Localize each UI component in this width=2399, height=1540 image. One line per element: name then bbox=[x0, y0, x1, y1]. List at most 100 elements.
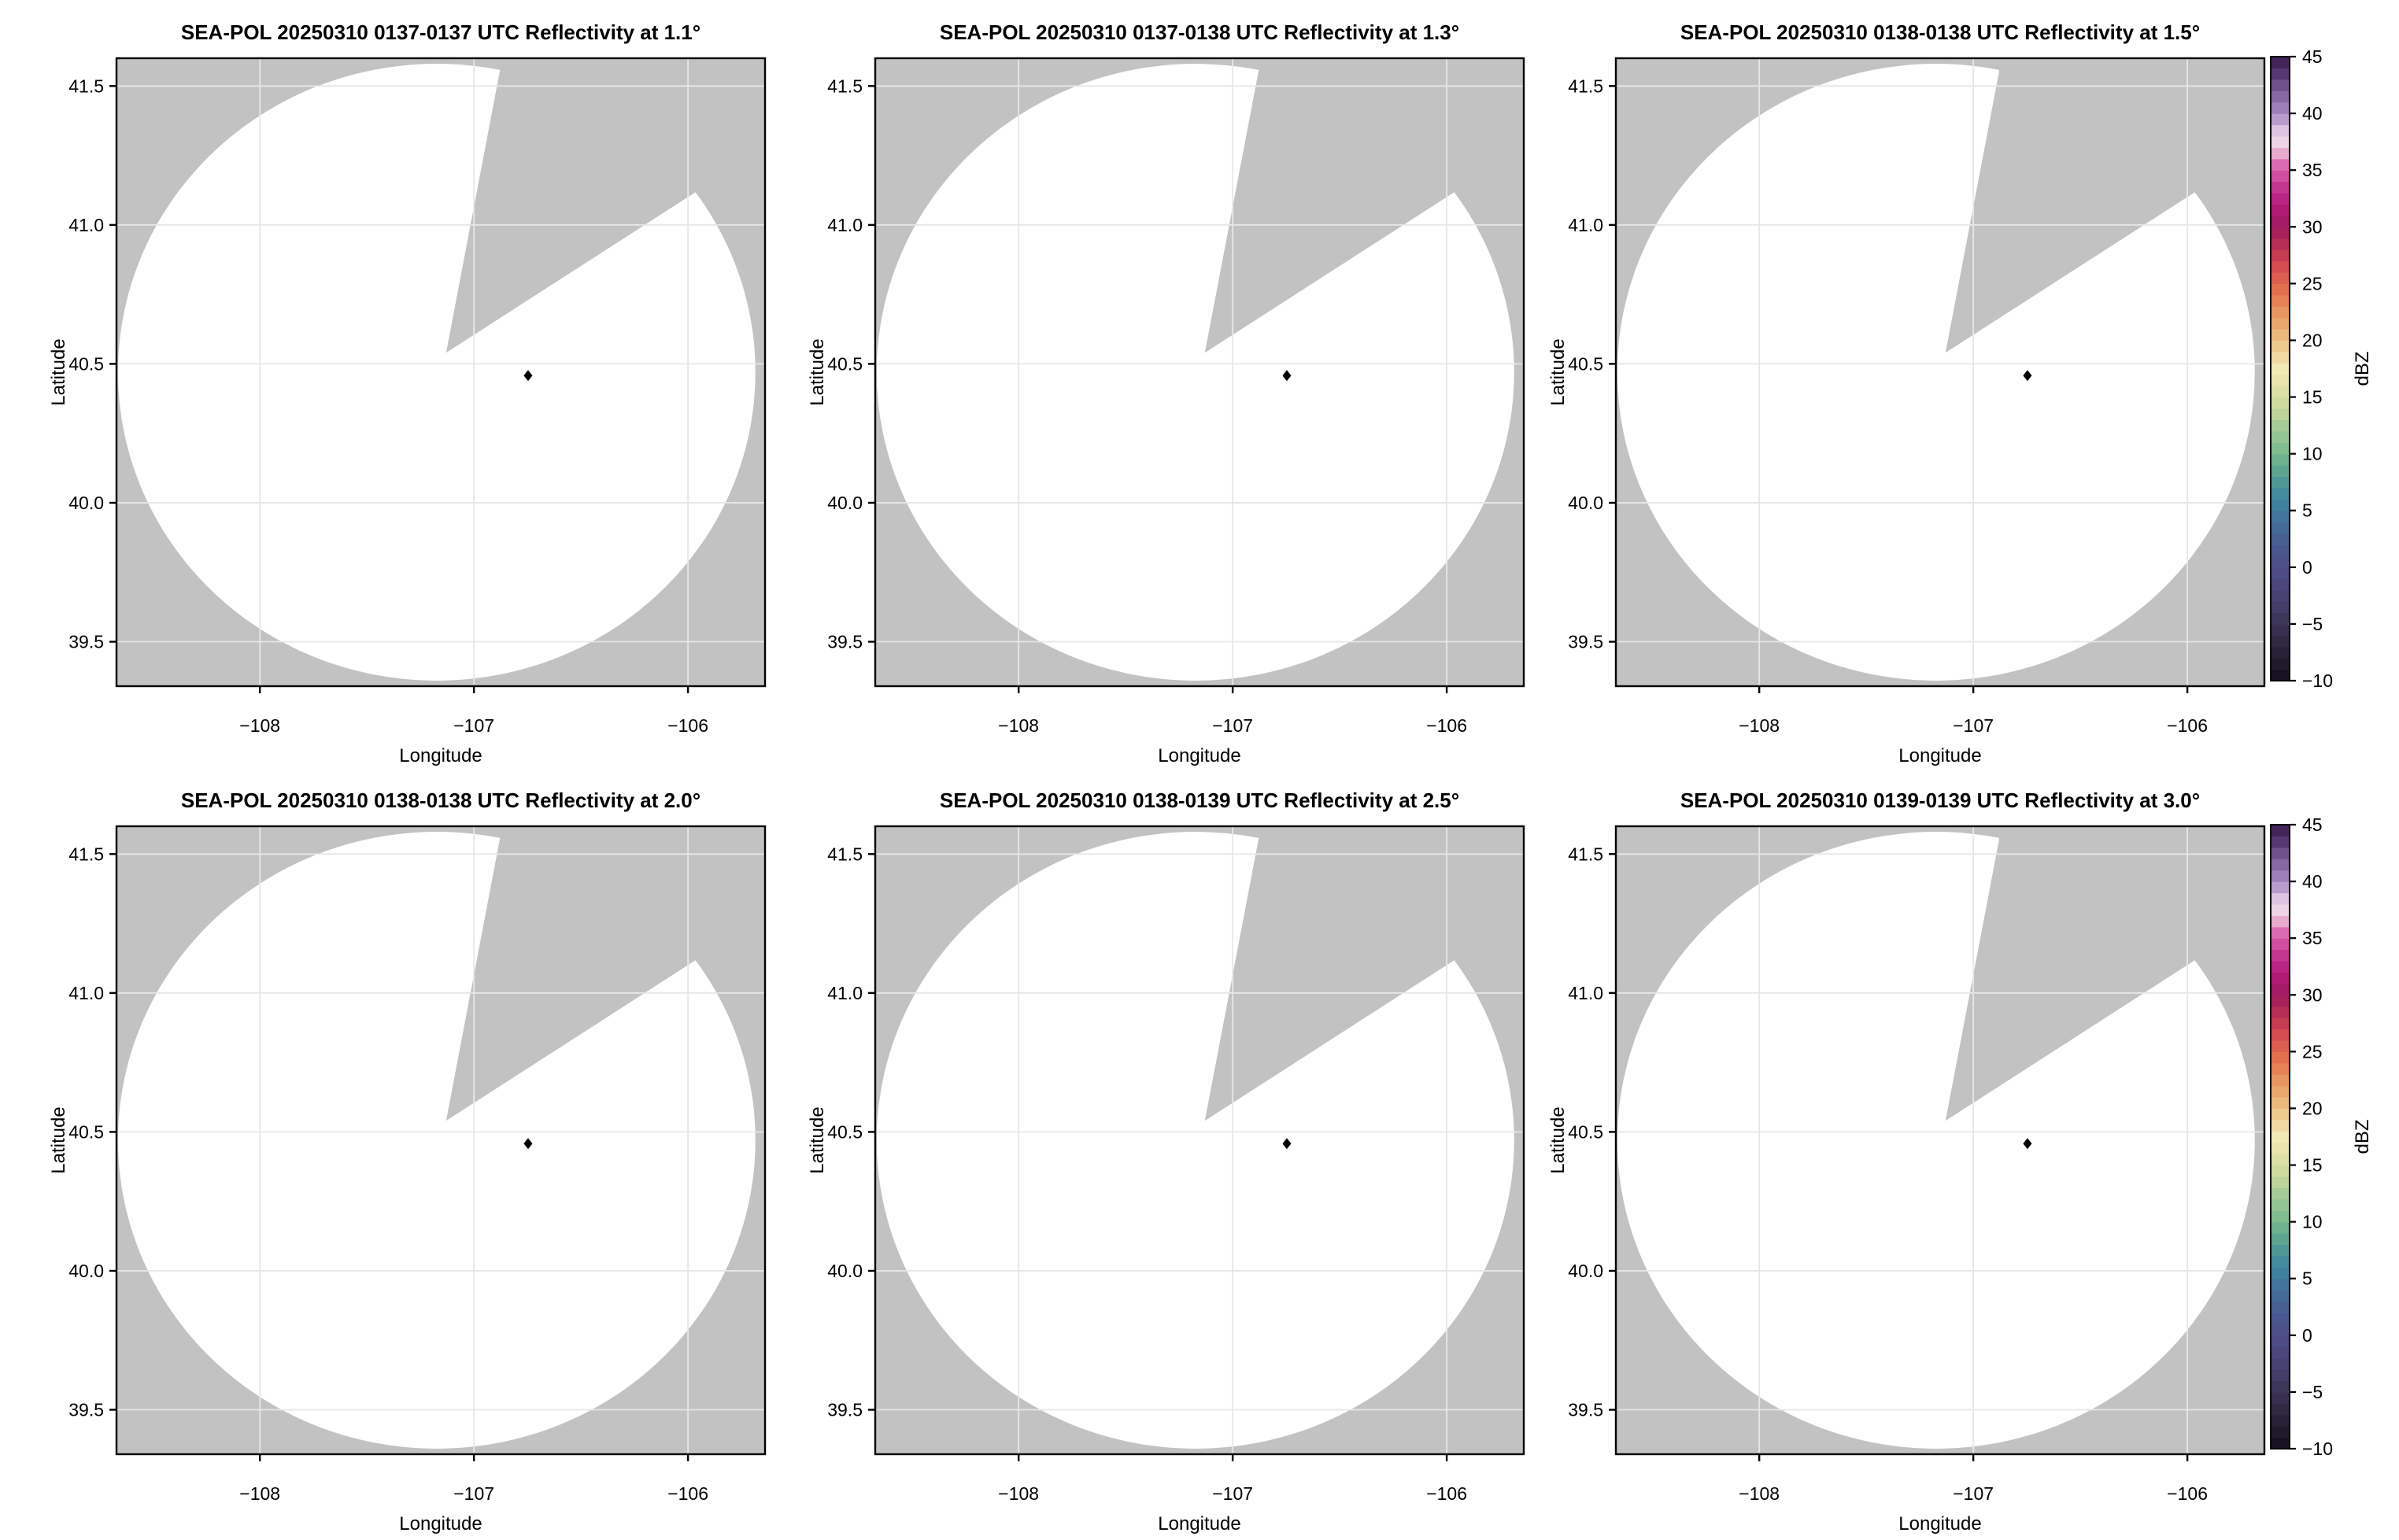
subplot-title: SEA-POL 20250310 0138-0138 UTC Reflectiv… bbox=[1680, 20, 2201, 44]
colorbar-segment bbox=[2271, 306, 2290, 319]
colorbar-outline bbox=[2270, 824, 2290, 1450]
axes-spines bbox=[874, 57, 1525, 688]
x-tick-label: −108 bbox=[998, 1483, 1039, 1504]
colorbar-segment bbox=[2271, 1324, 2290, 1336]
colorbar-segment bbox=[2271, 1346, 2290, 1359]
subplot-1: −108 −107 −106 39.5 40.0 40.5 41.0 41.5 Longitud… bbox=[46, 0, 785, 768]
y-tick-label: 39.5 bbox=[68, 632, 104, 652]
subplot-5: −108 −107 −106 39.5 40.0 40.5 41.0 41.5 Longitud… bbox=[804, 768, 1544, 1536]
radar-site-marker bbox=[523, 370, 533, 382]
colorbar-segment bbox=[2271, 1267, 2290, 1280]
colorbar-segment bbox=[2271, 1074, 2290, 1087]
x-tick-label: −108 bbox=[1739, 1483, 1780, 1504]
colorbar-segment bbox=[2271, 903, 2290, 916]
y-axis-label: Latitude bbox=[807, 1106, 828, 1173]
colorbar-tick-label: 40 bbox=[2302, 871, 2323, 892]
y-tick-label: 41.5 bbox=[68, 76, 104, 96]
colorbar-segment bbox=[2271, 317, 2290, 330]
colorbar-segment bbox=[2271, 669, 2290, 681]
colorbar-segment bbox=[2271, 1108, 2290, 1121]
colorbar-segment bbox=[2271, 1097, 2290, 1110]
colorbar-segment bbox=[2271, 1062, 2290, 1075]
colorbar-tick-label: 15 bbox=[2302, 1155, 2323, 1176]
x-tick-label: −106 bbox=[1426, 1483, 1467, 1504]
colorbar-segment bbox=[2271, 419, 2290, 432]
colorbar-tick-label: 10 bbox=[2302, 444, 2323, 464]
colorbar-segment bbox=[2271, 193, 2290, 205]
y-tick-label: 41.5 bbox=[827, 844, 863, 864]
x-tick-label: −107 bbox=[1953, 1483, 1994, 1504]
colorbar-segment bbox=[2271, 363, 2290, 375]
y-tick-label: 41.0 bbox=[68, 983, 104, 1003]
x-tick-label: −108 bbox=[239, 1483, 280, 1504]
colorbar-tick-label: 45 bbox=[2302, 46, 2323, 67]
x-tick-label: −107 bbox=[1953, 715, 1994, 736]
colorbar-segment bbox=[2271, 68, 2290, 80]
blanked-sector-wedge bbox=[1945, 58, 2264, 353]
colorbar-segment bbox=[2271, 1176, 2290, 1188]
blanked-sector-wedge bbox=[445, 826, 765, 1121]
colorbar-segment bbox=[2271, 1040, 2290, 1052]
colorbar-tick-label: 20 bbox=[2302, 1098, 2323, 1118]
colorbar-segment bbox=[2271, 1255, 2290, 1268]
colorbar-tick-label: 30 bbox=[2302, 216, 2323, 237]
x-tick-label: −106 bbox=[667, 715, 708, 736]
colorbar-segment bbox=[2271, 926, 2290, 939]
colorbar-segment bbox=[2271, 836, 2290, 848]
colorbar-segment bbox=[2271, 1142, 2290, 1154]
colorbar-segment bbox=[2271, 1312, 2290, 1324]
y-axis-label: Latitude bbox=[48, 1106, 69, 1173]
colorbar-segment bbox=[2271, 90, 2290, 103]
radar-site-marker bbox=[1282, 370, 1292, 382]
radar-site-marker bbox=[523, 1138, 533, 1150]
ppi-plot-6: −108 −107 −106 39.5 40.0 40.5 41.0 41.5 Longitud… bbox=[1547, 825, 2266, 1534]
colorbar-segment bbox=[2271, 215, 2290, 227]
colorbar-segment bbox=[2271, 1380, 2290, 1393]
colorbar-segment bbox=[2271, 983, 2290, 995]
colorbar-segment bbox=[2271, 283, 2290, 296]
subplot-4: −108 −107 −106 39.5 40.0 40.5 41.0 41.5 Longitud… bbox=[46, 768, 785, 1536]
y-tick-label: 39.5 bbox=[827, 632, 863, 652]
colorbar-tick-label: −10 bbox=[2302, 1438, 2333, 1459]
colorbar-segment bbox=[2271, 510, 2290, 523]
x-tick-label: −106 bbox=[667, 1483, 708, 1504]
y-tick-label: 41.5 bbox=[827, 76, 863, 96]
x-tick-label: −107 bbox=[453, 1483, 494, 1504]
blanked-sector-wedge bbox=[1945, 826, 2264, 1121]
colorbar-segment bbox=[2271, 544, 2290, 556]
colorbar-segment bbox=[2271, 1278, 2290, 1291]
y-tick-label: 40.5 bbox=[68, 1121, 104, 1142]
colorbar-segment bbox=[2271, 1403, 2290, 1416]
colorbar-segment bbox=[2271, 1119, 2290, 1132]
colorbar-segment bbox=[2271, 1165, 2290, 1177]
colorbar-segment bbox=[2271, 397, 2290, 409]
colorbar-tick-label: 5 bbox=[2302, 500, 2312, 521]
colorbar-segment bbox=[2271, 1233, 2290, 1246]
colorbar-segment bbox=[2271, 1154, 2290, 1166]
subplot-2: −108 −107 −106 39.5 40.0 40.5 41.0 41.5 Longitud… bbox=[804, 0, 1544, 768]
ppi-plot-5: −108 −107 −106 39.5 40.0 40.5 41.0 41.5 Longitud… bbox=[807, 825, 1525, 1534]
colorbar-tick-label: 10 bbox=[2302, 1212, 2323, 1232]
colorbar-segment bbox=[2271, 972, 2290, 984]
colorbar-tick-label: 20 bbox=[2302, 330, 2323, 350]
axes-spines bbox=[1614, 57, 2266, 688]
colorbar-segment bbox=[2271, 442, 2290, 455]
y-tick-label: 41.0 bbox=[68, 215, 104, 235]
colorbar-segment bbox=[2271, 623, 2290, 636]
colorbar-segment bbox=[2271, 881, 2290, 894]
colorbar-segment bbox=[2271, 589, 2290, 602]
x-axis-label: Longitude bbox=[399, 1513, 482, 1534]
colorbar-tick-label: 35 bbox=[2302, 928, 2323, 948]
x-tick-label: −106 bbox=[2167, 1483, 2208, 1504]
colorbar-tick-label: 35 bbox=[2302, 160, 2323, 180]
x-axis-label: Longitude bbox=[1158, 745, 1240, 766]
x-tick-label: −107 bbox=[453, 715, 494, 736]
subplot-title: SEA-POL 20250310 0138-0139 UTC Reflectiv… bbox=[939, 788, 1460, 812]
colorbar-tick-label: 0 bbox=[2302, 1325, 2312, 1346]
y-tick-label: 39.5 bbox=[68, 1400, 104, 1420]
subplot-title: SEA-POL 20250310 0139-0139 UTC Reflectiv… bbox=[1680, 788, 2201, 812]
subplot-6: −108 −107 −106 39.5 40.0 40.5 41.0 41.5 Longitud… bbox=[1545, 768, 2285, 1536]
colorbar-segment bbox=[2271, 386, 2290, 398]
colorbar-segment bbox=[2271, 465, 2290, 478]
colorbar-segment bbox=[2271, 476, 2290, 489]
